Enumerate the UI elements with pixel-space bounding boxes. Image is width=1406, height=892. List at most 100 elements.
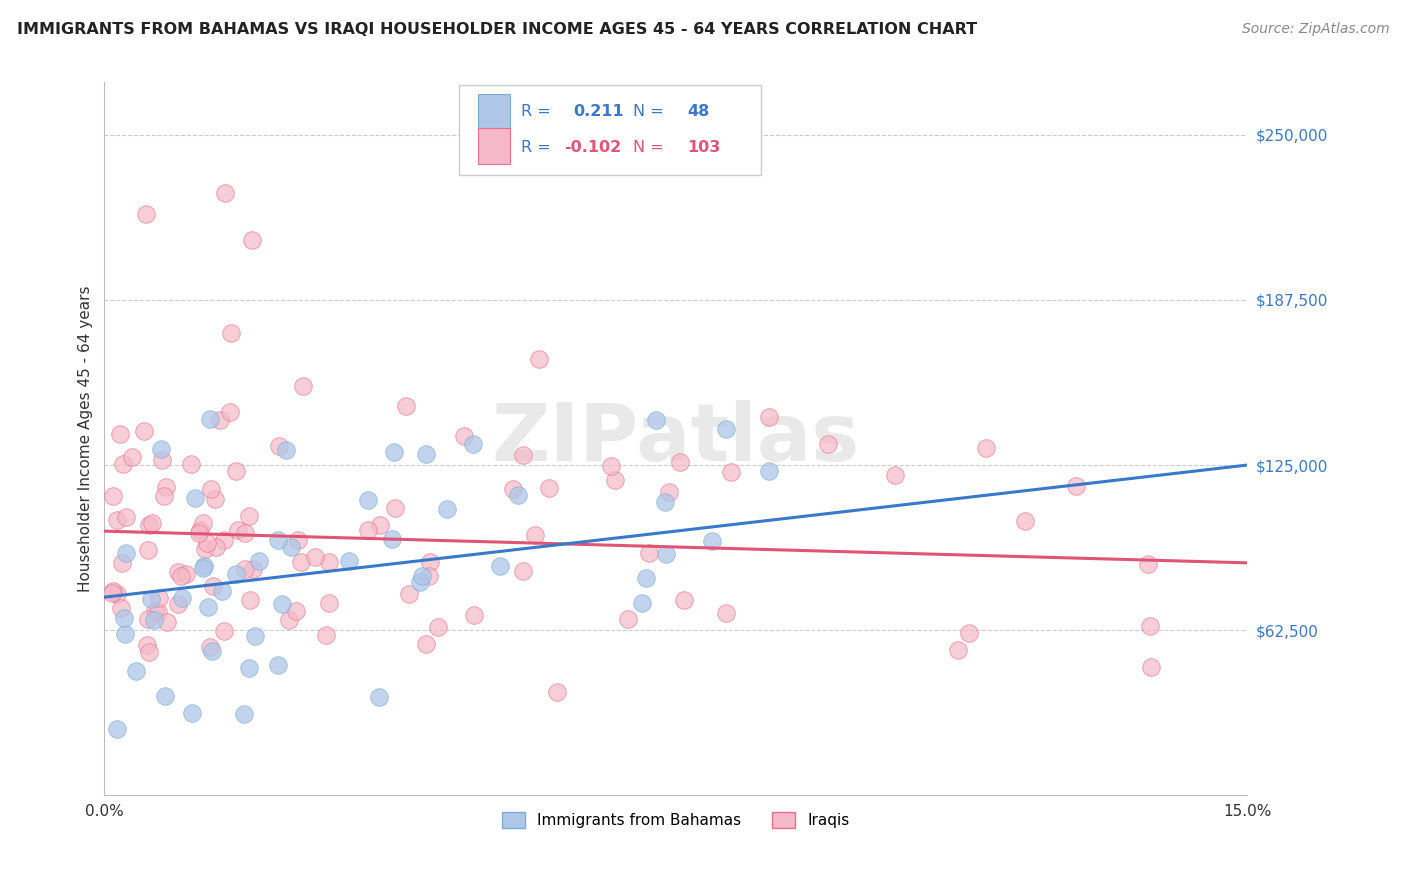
Point	[357, 523, 380, 537]
Point	[1064, 479, 1087, 493]
Point	[384, 501, 406, 516]
FancyBboxPatch shape	[458, 86, 762, 175]
Point	[174, 567, 197, 582]
Point	[195, 536, 218, 550]
Point	[188, 525, 211, 540]
Point	[238, 661, 260, 675]
Point	[150, 442, 173, 457]
Point	[398, 587, 420, 601]
Point	[436, 502, 458, 516]
Text: R =: R =	[522, 104, 551, 120]
FancyBboxPatch shape	[478, 128, 510, 164]
Point	[105, 723, 128, 737]
Point	[315, 628, 337, 642]
Point	[170, 591, 193, 605]
Point	[233, 525, 256, 540]
Point	[714, 607, 737, 621]
Point	[240, 234, 263, 248]
Point	[654, 494, 676, 508]
Point	[143, 603, 166, 617]
Point	[112, 611, 135, 625]
Point	[524, 528, 547, 542]
Point	[1014, 515, 1036, 529]
Point	[381, 533, 404, 547]
Point	[415, 637, 437, 651]
Point	[291, 379, 314, 393]
Point	[150, 452, 173, 467]
Point	[143, 613, 166, 627]
Point	[111, 457, 134, 471]
Point	[105, 513, 128, 527]
Point	[136, 638, 159, 652]
Point	[883, 467, 905, 482]
Point	[502, 483, 524, 497]
Point	[427, 620, 450, 634]
Point	[395, 400, 418, 414]
Point	[367, 690, 389, 704]
Point	[657, 485, 679, 500]
Point	[221, 326, 243, 340]
Point	[193, 558, 215, 573]
Point	[125, 664, 148, 678]
Point	[655, 548, 678, 562]
Point	[183, 491, 205, 506]
Point	[214, 186, 236, 200]
Point	[132, 424, 155, 438]
Point	[957, 625, 980, 640]
Point	[138, 518, 160, 533]
Point	[946, 643, 969, 657]
Legend: Immigrants from Bahamas, Iraqis: Immigrants from Bahamas, Iraqis	[496, 806, 855, 834]
Point	[527, 352, 550, 367]
Point	[211, 584, 233, 599]
Point	[193, 561, 215, 575]
Point	[233, 562, 256, 576]
Text: IMMIGRANTS FROM BAHAMAS VS IRAQI HOUSEHOLDER INCOME AGES 45 - 64 YEARS CORRELATI: IMMIGRANTS FROM BAHAMAS VS IRAQI HOUSEHO…	[17, 22, 977, 37]
Point	[148, 605, 170, 619]
Point	[180, 457, 202, 471]
Point	[617, 612, 640, 626]
Point	[225, 464, 247, 478]
Text: 48: 48	[688, 104, 710, 120]
FancyBboxPatch shape	[478, 94, 510, 129]
Point	[408, 574, 430, 589]
Point	[636, 571, 658, 585]
Point	[700, 534, 723, 549]
Point	[1140, 660, 1163, 674]
Point	[600, 458, 623, 473]
Point	[205, 540, 228, 554]
Point	[605, 473, 627, 487]
Point	[287, 533, 309, 548]
Point	[153, 489, 176, 503]
Point	[758, 464, 780, 478]
Point	[191, 516, 214, 530]
Point	[673, 593, 696, 607]
Point	[204, 492, 226, 507]
Point	[463, 436, 485, 450]
Point	[228, 523, 250, 537]
Point	[488, 558, 510, 573]
Text: 0.211: 0.211	[572, 104, 623, 120]
Text: -0.102: -0.102	[564, 140, 621, 155]
Point	[218, 405, 240, 419]
Point	[537, 481, 560, 495]
Y-axis label: Householder Income Ages 45 - 64 years: Householder Income Ages 45 - 64 years	[79, 285, 93, 592]
Point	[267, 533, 290, 547]
Point	[209, 412, 232, 426]
Point	[339, 554, 361, 568]
Point	[280, 541, 302, 555]
Point	[201, 578, 224, 592]
Point	[111, 556, 134, 570]
Point	[200, 482, 222, 496]
Text: N =: N =	[634, 140, 664, 155]
Point	[758, 409, 780, 424]
Point	[714, 422, 737, 436]
Point	[304, 549, 326, 564]
Point	[974, 441, 997, 455]
Point	[103, 489, 125, 503]
Point	[271, 597, 294, 611]
Point	[239, 592, 262, 607]
Point	[136, 612, 159, 626]
Point	[278, 613, 301, 627]
Point	[114, 626, 136, 640]
Point	[669, 454, 692, 468]
